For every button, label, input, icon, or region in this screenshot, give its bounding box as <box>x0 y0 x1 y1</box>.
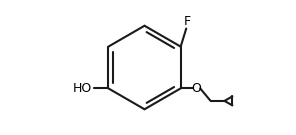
Text: F: F <box>184 15 191 28</box>
Text: HO: HO <box>73 82 92 95</box>
Text: O: O <box>192 82 202 95</box>
